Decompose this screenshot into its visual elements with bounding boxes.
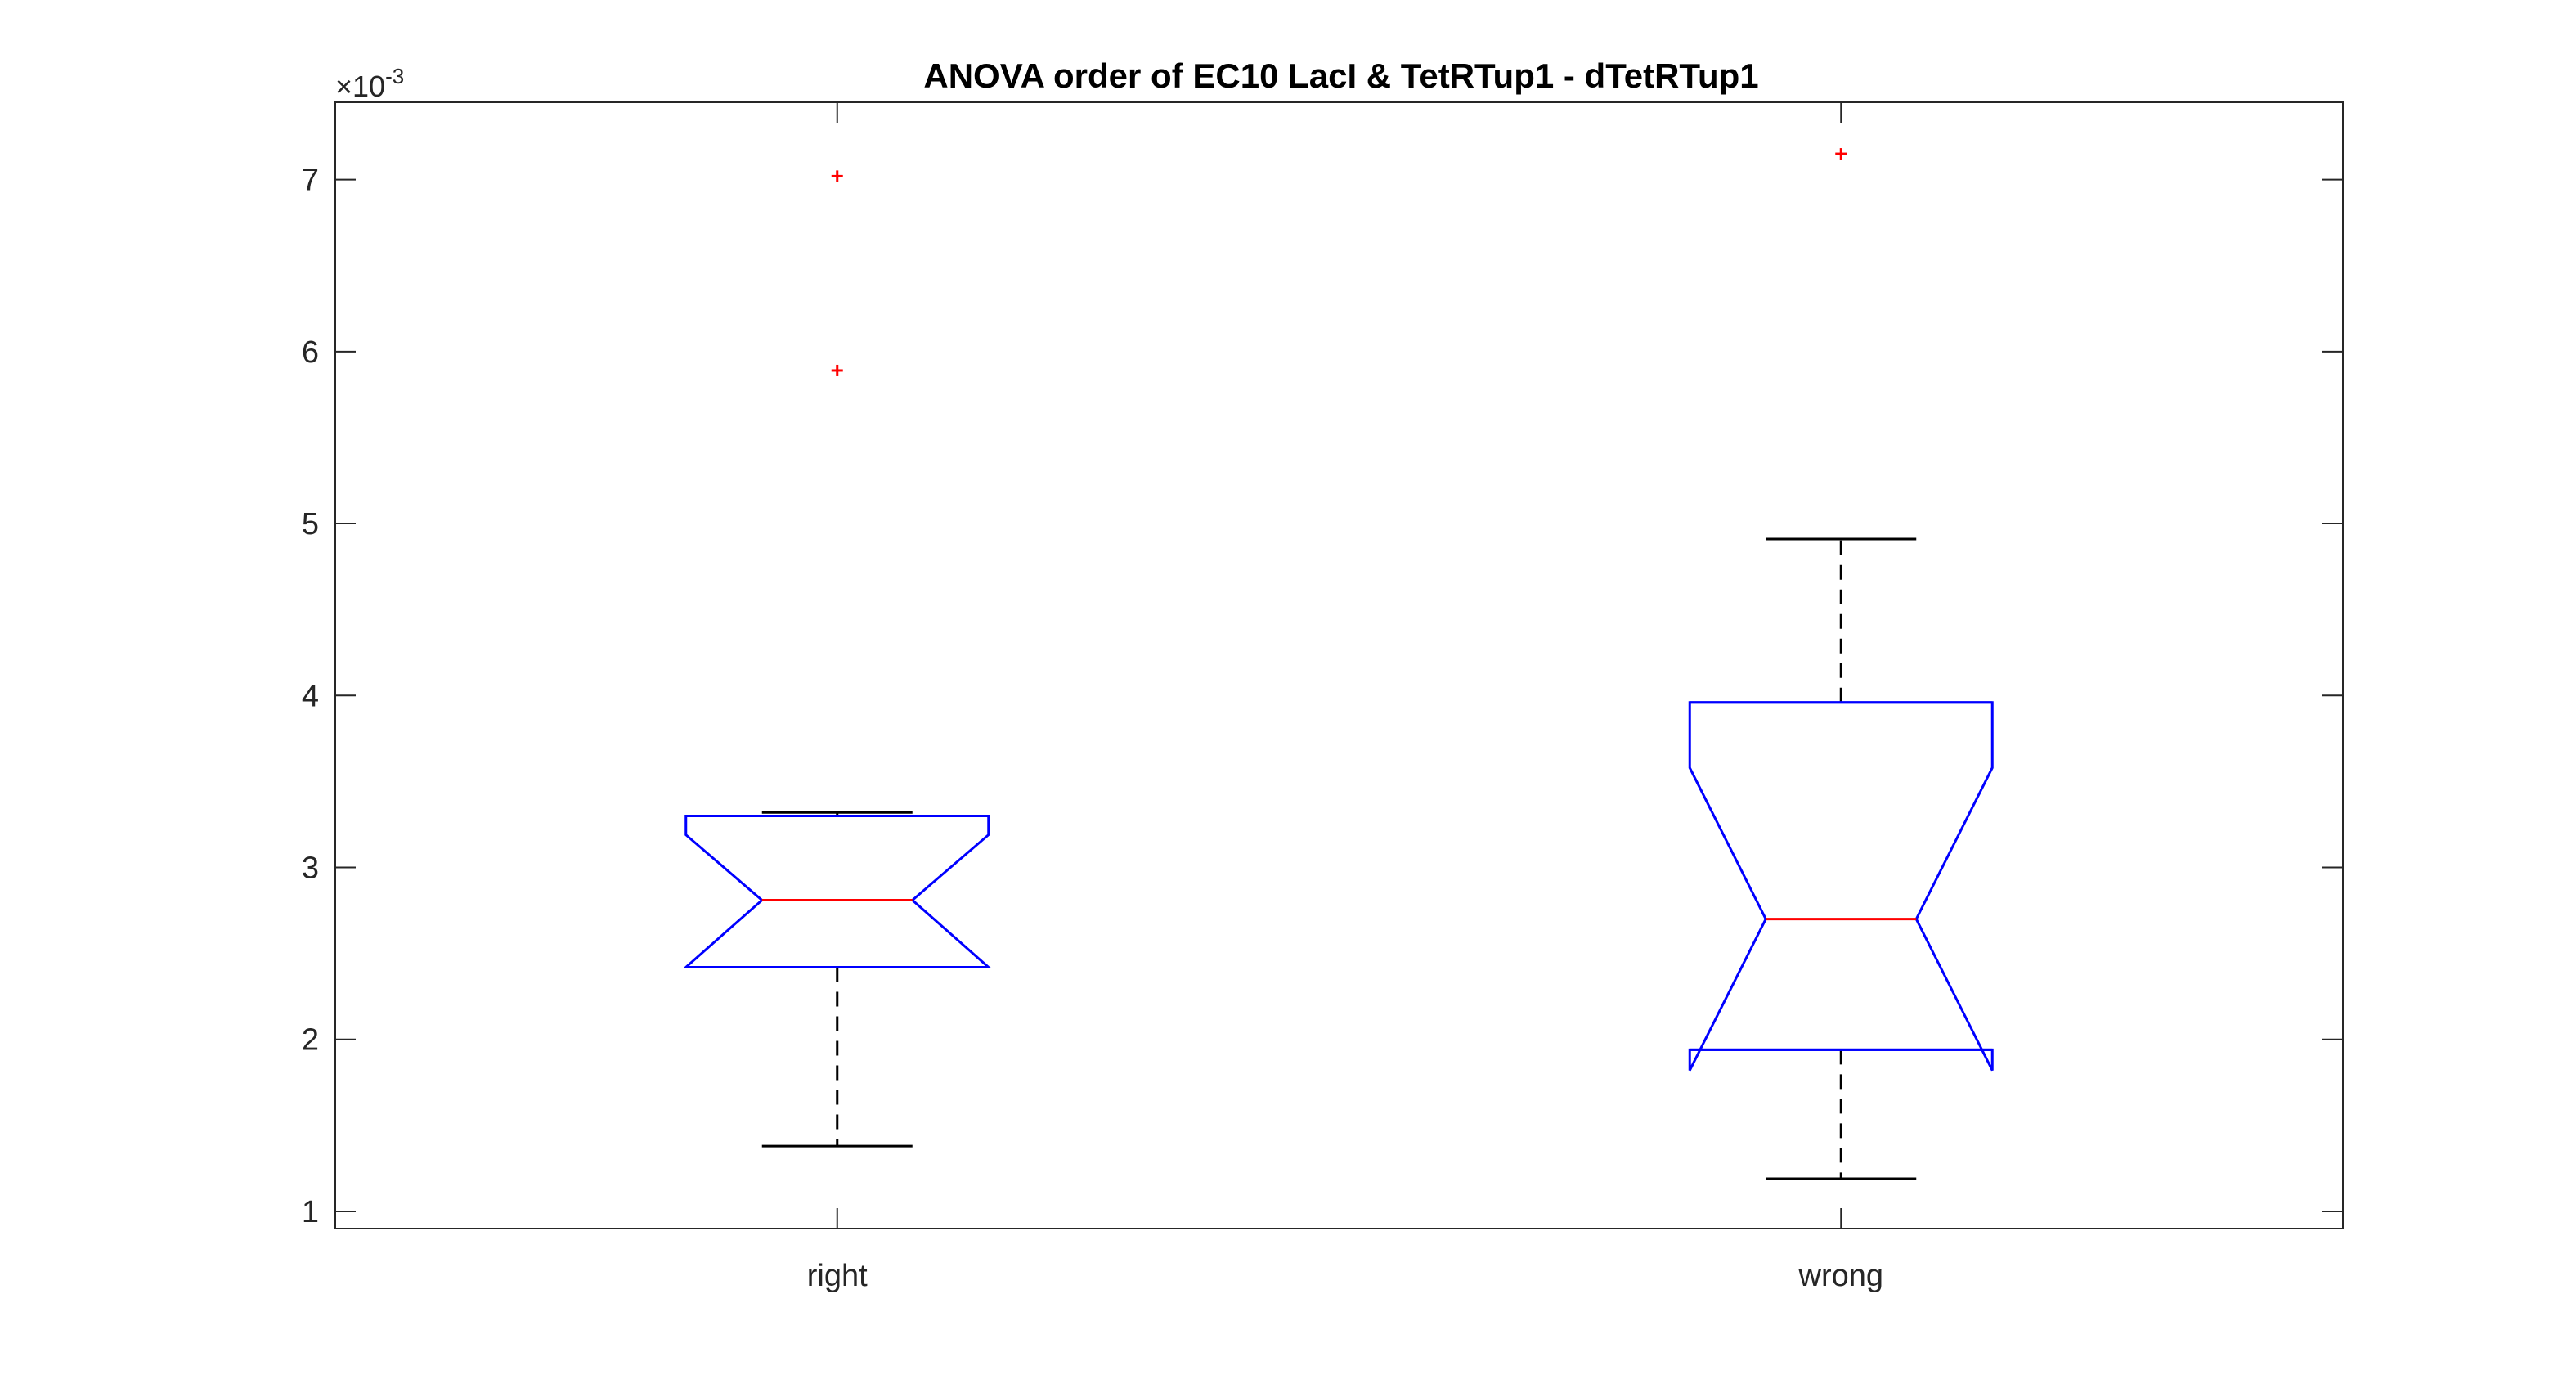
y-tick-label: 1 (302, 1195, 319, 1229)
chart-title: ANOVA order of EC10 LacI & TetRTup1 - dT… (923, 56, 1758, 95)
y-tick-label: 7 (302, 164, 319, 198)
y-tick-label: 2 (302, 1023, 319, 1058)
y-tick-label: 4 (302, 679, 319, 713)
outlier-point (831, 364, 843, 376)
y-axis-exponent-base: ×10 (335, 70, 385, 103)
y-tick-label: 3 (302, 852, 319, 886)
y-tick-label: 5 (302, 507, 319, 541)
plot-area: 1 2 3 4 5 6 7 right wrong (302, 101, 2344, 1293)
y-axis-exponent: ×10-3 (335, 64, 404, 103)
outlier-point (831, 170, 843, 182)
y-axis-exponent-power: -3 (385, 64, 404, 88)
outlier-point (1835, 148, 1847, 160)
x-tick-label: right (807, 1259, 868, 1293)
axes-frame (334, 101, 2344, 1229)
x-tick-label: wrong (1798, 1259, 1884, 1293)
y-tick-label: 6 (302, 335, 319, 370)
